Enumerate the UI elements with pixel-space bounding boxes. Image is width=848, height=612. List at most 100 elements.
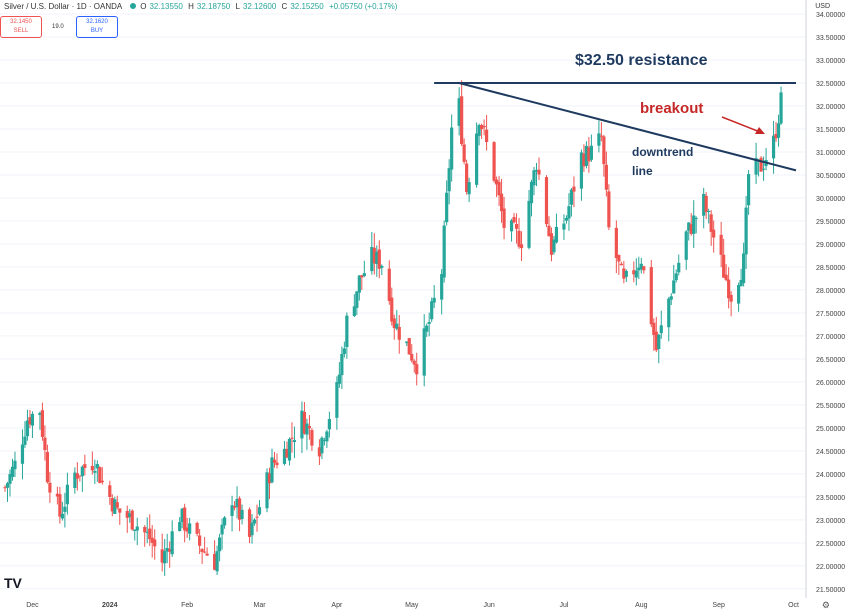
- candle-body: [412, 360, 416, 365]
- candle-body: [589, 145, 593, 160]
- candle-body: [265, 472, 269, 509]
- candle-body: [213, 553, 217, 570]
- candle-body: [23, 436, 27, 445]
- candle-body: [178, 522, 182, 532]
- candle-body: [10, 466, 15, 478]
- candle-body: [405, 341, 409, 344]
- candle-body: [771, 135, 776, 159]
- candle-body: [203, 551, 207, 553]
- y-tick-label: 21.50000: [816, 587, 845, 594]
- candle-body: [168, 548, 172, 552]
- candle-body: [494, 179, 499, 185]
- y-tick-label: 30.50000: [816, 173, 845, 180]
- candle-body: [5, 483, 10, 488]
- candle-body: [462, 144, 466, 162]
- sell-button[interactable]: 32.1450 SELL: [0, 16, 42, 38]
- candle-body: [597, 133, 601, 146]
- candle-body: [230, 505, 234, 516]
- candle-body: [659, 325, 663, 334]
- candle-body: [687, 222, 691, 231]
- candle-body: [345, 315, 349, 348]
- candle-body: [325, 431, 329, 442]
- breakout-annotation: breakout: [640, 100, 703, 117]
- candle-body: [217, 537, 222, 552]
- candle-body: [729, 295, 733, 302]
- candle-body: [342, 348, 346, 354]
- candle-body: [60, 513, 64, 519]
- candle-body: [761, 168, 766, 170]
- candle-body: [709, 214, 713, 232]
- candle-body: [554, 226, 559, 243]
- candle-body: [639, 263, 643, 270]
- x-tick-label: Jul: [559, 602, 568, 609]
- candle-body: [357, 275, 361, 293]
- candle-body: [48, 482, 52, 493]
- candle-body: [739, 279, 743, 287]
- candle-body: [567, 206, 571, 219]
- candle-body: [148, 528, 152, 540]
- candle-body: [422, 328, 426, 376]
- candle-body: [25, 420, 30, 437]
- candle-body: [305, 423, 309, 435]
- candle-body: [532, 170, 536, 186]
- candle-body: [410, 353, 414, 361]
- candle-body: [83, 464, 87, 468]
- candle-body: [604, 164, 608, 190]
- candle-body: [370, 247, 374, 272]
- candle-body: [447, 168, 451, 192]
- candle-body: [392, 318, 396, 329]
- candle-body: [509, 220, 514, 232]
- market-open-dot: [130, 3, 137, 9]
- candle-body: [327, 419, 331, 430]
- candle-body: [547, 225, 551, 237]
- candle-body: [55, 493, 59, 497]
- candle-body: [667, 298, 671, 328]
- y-tick-label: 26.50000: [816, 357, 845, 364]
- ohlc-readout: O 32.13550 H 32.18750 L 32.12600 C 32.15250 …: [140, 1, 398, 11]
- candle-body: [183, 507, 187, 531]
- buy-label: BUY: [90, 28, 104, 34]
- candle-body: [562, 223, 566, 230]
- candle-body: [465, 163, 469, 192]
- candle-body: [8, 474, 12, 484]
- candle-body: [163, 551, 167, 564]
- spread-value: 19.0: [52, 24, 64, 30]
- candle-body: [58, 494, 62, 517]
- candle-body: [440, 274, 444, 300]
- candle-body: [78, 475, 82, 477]
- candle-body: [375, 251, 379, 265]
- candle-body: [689, 224, 693, 234]
- candle-body: [38, 412, 42, 415]
- candle-body: [205, 553, 209, 556]
- sell-label: SELL: [13, 28, 29, 34]
- candle-body: [337, 374, 341, 384]
- gear-icon[interactable]: ⚙: [821, 600, 830, 610]
- candle-body: [380, 265, 384, 268]
- candle-body: [115, 502, 119, 508]
- candle-body: [93, 470, 97, 473]
- y-tick-label: 22.50000: [816, 541, 845, 548]
- candle-body: [153, 539, 157, 547]
- x-tick-label: Jun: [483, 602, 494, 609]
- candle-body: [340, 353, 344, 376]
- candle-body: [3, 487, 7, 489]
- candle-body: [360, 275, 364, 278]
- candle-body: [779, 92, 783, 124]
- y-tick-label: 24.50000: [816, 449, 845, 456]
- buy-button[interactable]: 32.1620 BUY: [76, 16, 118, 38]
- candle-body: [232, 506, 237, 508]
- y-tick-label: 27.50000: [816, 311, 845, 318]
- candle-body: [584, 145, 589, 166]
- candle-body: [255, 516, 259, 518]
- candle-body: [235, 498, 239, 508]
- downtrend-annotation-line1: downtrend: [632, 145, 693, 159]
- candle-body: [150, 537, 154, 543]
- candle-body: [247, 509, 252, 537]
- y-tick-label: 31.50000: [816, 127, 845, 134]
- symbol-title: Silver / U.S. Dollar · 1D · OANDA: [4, 1, 123, 11]
- y-tick-label: 25.50000: [816, 403, 845, 410]
- candle-body: [607, 191, 611, 228]
- candle-body: [185, 527, 189, 532]
- candle-body: [619, 263, 623, 266]
